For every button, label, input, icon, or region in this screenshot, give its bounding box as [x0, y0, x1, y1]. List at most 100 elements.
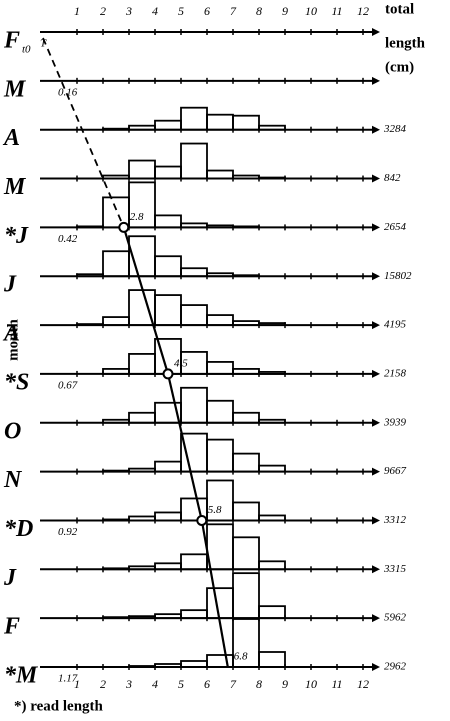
histogram-bar	[232, 411, 260, 424]
histogram-bar	[154, 460, 182, 473]
histogram-bar	[102, 418, 130, 424]
sample-size: 2654	[384, 221, 407, 233]
histogram-bar	[154, 255, 182, 278]
growth-point	[118, 221, 130, 233]
histogram-bar	[180, 432, 208, 473]
histogram-bar	[232, 225, 260, 229]
arrow-head	[372, 125, 380, 134]
x-tick-label: 12	[357, 4, 369, 18]
row-label: *D	[4, 516, 33, 542]
histogram-bar	[206, 438, 234, 473]
x-tick-label: 11	[331, 4, 342, 18]
arrow-head	[372, 663, 380, 671]
histogram-bar	[128, 159, 156, 180]
y-label: month	[5, 319, 21, 361]
row-label: N	[3, 467, 23, 493]
arrow-head	[372, 272, 380, 281]
read-length-label: 2.8	[130, 211, 144, 223]
read-length-label: 6.8	[234, 651, 248, 663]
histogram-bar	[258, 514, 286, 522]
arrow-head	[372, 76, 380, 85]
age-label: 1.17	[58, 673, 78, 685]
histogram-bar	[180, 222, 208, 229]
row-sublabel: t0	[22, 44, 31, 56]
row-label: *M	[4, 663, 39, 689]
age-label: 0.67	[58, 379, 78, 391]
x-tick-label: 11	[331, 677, 342, 691]
x-tick-label: 5	[178, 4, 184, 18]
histogram-bar	[232, 320, 260, 326]
arrow-head	[372, 565, 380, 574]
histogram-bar	[232, 501, 260, 522]
x-tick-label: 3	[125, 677, 132, 691]
x-tick-label: 4	[152, 4, 158, 18]
histogram-bar	[154, 119, 182, 131]
row-label: A	[2, 321, 20, 347]
histogram-bar	[206, 169, 234, 180]
sample-size: 4195	[384, 319, 407, 331]
histogram-bar	[258, 176, 286, 180]
histogram-bar	[76, 323, 104, 326]
histogram-bar	[128, 665, 156, 668]
histogram-bar	[180, 304, 208, 326]
histogram-bar	[154, 511, 182, 522]
arrow-head	[372, 369, 380, 378]
x-tick-label: 9	[282, 4, 288, 18]
row-label: J	[3, 565, 17, 591]
histogram-bar	[206, 654, 234, 668]
read-length-label: 5.8	[208, 504, 222, 516]
histogram-bar	[206, 523, 234, 571]
histogram-bar	[206, 272, 234, 278]
histogram-bar	[154, 663, 182, 668]
row-label: M	[3, 76, 27, 102]
histogram-bar	[206, 314, 234, 326]
sample-size: 15802	[384, 270, 412, 282]
footnote: *) read length	[14, 698, 104, 714]
age-label: 0.42	[58, 233, 78, 245]
x-tick-label: 6	[204, 4, 210, 18]
arrow-head	[372, 174, 380, 183]
histogram-bar	[232, 114, 260, 131]
growth-point	[162, 368, 174, 380]
sample-size: 3939	[383, 416, 407, 428]
x-tick-label: 4	[152, 677, 158, 691]
histogram-bar	[102, 469, 130, 473]
histogram-bar	[154, 214, 182, 229]
age-label: 0.16	[58, 86, 78, 98]
arrow-head	[372, 321, 380, 330]
arrow-head	[372, 418, 380, 427]
histogram-bar	[180, 553, 208, 571]
x-tick-label: 8	[256, 677, 262, 691]
histogram-bar	[258, 124, 286, 131]
age-label: 0.92	[58, 526, 78, 538]
x-tick-label: 10	[305, 4, 317, 18]
histogram-bar	[180, 609, 208, 620]
row-label: M	[3, 174, 27, 200]
histogram-bar	[232, 174, 260, 180]
sample-size: 9667	[384, 465, 407, 477]
histogram-bar	[76, 225, 104, 229]
row-label: *J	[4, 223, 29, 249]
histogram-bar	[180, 142, 208, 180]
sample-size: 3284	[383, 123, 407, 135]
histogram-bar	[232, 452, 260, 473]
sample-size: 3315	[383, 563, 407, 575]
histogram-bar	[102, 127, 130, 131]
histogram-bar	[180, 267, 208, 278]
histogram-bar	[128, 467, 156, 473]
sample-size: 3312	[383, 514, 407, 526]
x-tick-label: 2	[100, 677, 106, 691]
histogram-bar	[180, 106, 208, 131]
x-tick-label: 9	[282, 677, 288, 691]
x-label-line: total	[385, 1, 414, 17]
growth-extrapolation	[42, 37, 125, 228]
row-label: A	[2, 125, 20, 151]
x-label-line: (cm)	[385, 59, 414, 75]
x-label-line: length	[385, 35, 426, 51]
histogram-bar	[102, 518, 130, 522]
histogram-bar	[128, 411, 156, 424]
sample-size: 5962	[384, 612, 407, 624]
histogram-bar	[102, 250, 130, 278]
origin-label: T	[40, 38, 47, 50]
